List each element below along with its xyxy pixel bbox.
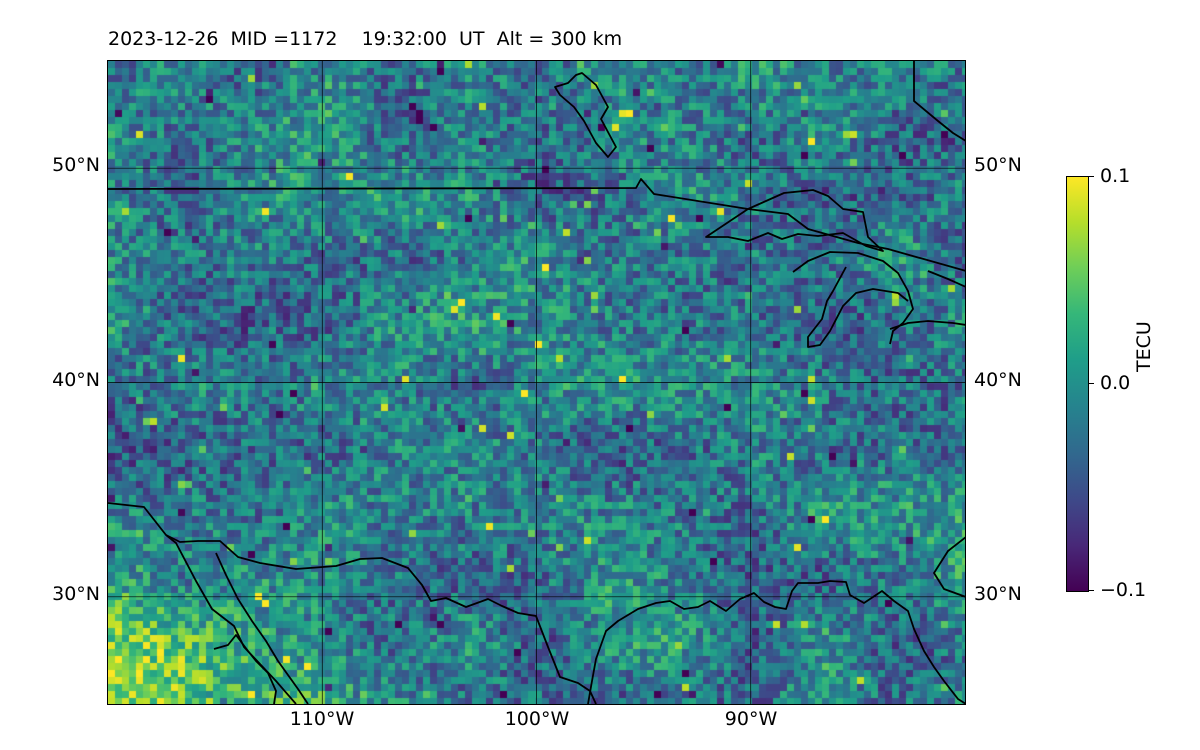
coast-mainland-west (215, 552, 309, 704)
lat-label-right-30: 30°N (974, 583, 1022, 605)
colorbar-tick-max (1088, 176, 1094, 177)
lon-label-90w: 90°W (724, 708, 778, 730)
colorbar-unit-label: TECU (1133, 321, 1155, 372)
lake-michigan (807, 266, 909, 348)
colorbar-tick-min (1088, 590, 1094, 591)
coast-baja-tip (213, 634, 277, 704)
coast-baja-east (165, 534, 297, 704)
colorbar (1066, 176, 1089, 592)
map-overlay (108, 61, 965, 704)
lon-label-110w: 110°W (289, 708, 355, 730)
colorbar-tick-zero (1088, 383, 1094, 384)
lake-huron (792, 251, 914, 345)
shore-east (927, 270, 965, 288)
lat-label-left-40: 40°N (52, 369, 100, 391)
lat-label-left-50: 50°N (52, 154, 100, 176)
colorbar-label-zero: 0.0 (1100, 372, 1131, 394)
map-title: 2023-12-26 MID =1172 19:32:00 UT Alt = 3… (108, 28, 623, 50)
coast-florida (933, 536, 965, 598)
colorbar-label-max: 0.1 (1100, 165, 1131, 187)
lake-erie (889, 320, 965, 330)
lon-label-100w: 100°W (504, 708, 570, 730)
colorbar-label-min: −0.1 (1100, 579, 1147, 601)
coast-north-lake (554, 72, 617, 158)
border-us-mexico (108, 502, 597, 704)
border-us-canada (108, 178, 965, 272)
lat-label-right-40: 40°N (974, 369, 1022, 391)
coast-gulf (587, 580, 965, 704)
lake-superior (705, 189, 884, 252)
tec-map[interactable] (108, 61, 965, 704)
coast-hudson (913, 61, 965, 142)
lat-label-right-50: 50°N (974, 154, 1022, 176)
lat-label-left-30: 30°N (52, 583, 100, 605)
